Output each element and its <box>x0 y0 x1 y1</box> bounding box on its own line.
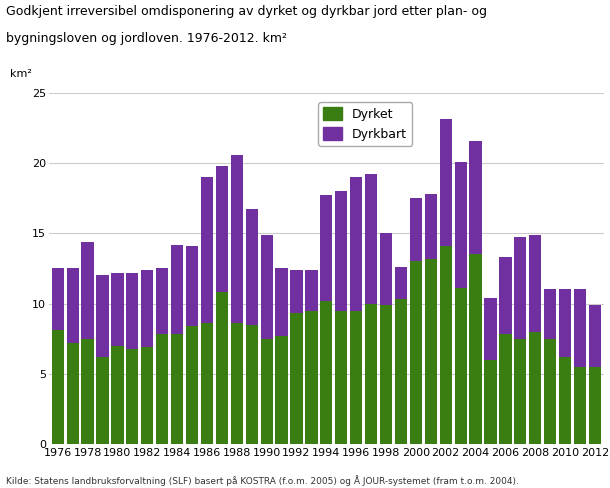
Bar <box>454 162 467 288</box>
Text: km²: km² <box>10 69 32 79</box>
Text: Godkjent irreversibel omdisponering av dyrket og dyrkbar jord etter plan- og: Godkjent irreversibel omdisponering av d… <box>6 5 487 18</box>
Bar <box>66 343 79 444</box>
Bar <box>66 268 79 343</box>
Bar <box>500 257 512 334</box>
Bar <box>440 120 452 246</box>
Bar <box>529 235 542 332</box>
Bar <box>544 289 556 339</box>
Bar <box>500 334 512 444</box>
Bar <box>260 235 273 339</box>
Bar <box>126 273 138 348</box>
Bar <box>231 155 243 323</box>
Bar <box>574 367 586 444</box>
Bar <box>216 292 228 444</box>
Bar <box>246 209 258 325</box>
Bar <box>171 244 183 334</box>
Text: bygningsloven og jordloven. 1976-2012. km²: bygningsloven og jordloven. 1976-2012. k… <box>6 32 287 45</box>
Bar <box>96 357 109 444</box>
Bar <box>380 233 392 305</box>
Text: Kilde: Statens landbruksforvaltning (SLF) basert på KOSTRA (f.o.m. 2005) og Å JO: Kilde: Statens landbruksforvaltning (SLF… <box>6 475 519 486</box>
Bar <box>290 270 303 313</box>
Bar <box>156 268 168 334</box>
Bar <box>454 288 467 444</box>
Bar <box>201 177 213 323</box>
Bar <box>320 195 332 301</box>
Bar <box>380 305 392 444</box>
Bar <box>246 325 258 444</box>
Bar <box>559 357 571 444</box>
Bar <box>544 339 556 444</box>
Bar <box>320 301 332 444</box>
Bar <box>410 198 422 262</box>
Bar <box>335 191 347 310</box>
Bar <box>141 347 153 444</box>
Bar <box>111 346 124 444</box>
Bar <box>484 360 497 444</box>
Bar <box>141 270 153 347</box>
Bar <box>231 323 243 444</box>
Bar <box>440 246 452 444</box>
Bar <box>111 273 124 346</box>
Bar <box>260 339 273 444</box>
Bar <box>52 330 64 444</box>
Bar <box>306 270 318 310</box>
Bar <box>276 336 288 444</box>
Bar <box>82 339 94 444</box>
Bar <box>470 254 482 444</box>
Bar <box>171 334 183 444</box>
Bar <box>186 246 198 326</box>
Bar <box>395 267 407 299</box>
Bar <box>290 313 303 444</box>
Bar <box>410 262 422 444</box>
Bar <box>589 367 601 444</box>
Bar <box>126 348 138 444</box>
Bar <box>306 310 318 444</box>
Bar <box>186 326 198 444</box>
Bar <box>559 289 571 357</box>
Bar <box>395 299 407 444</box>
Bar <box>514 339 526 444</box>
Bar <box>82 242 94 339</box>
Bar <box>350 310 362 444</box>
Bar <box>529 332 542 444</box>
Bar <box>216 166 228 292</box>
Bar <box>589 305 601 367</box>
Bar <box>365 174 377 304</box>
Bar <box>470 141 482 254</box>
Bar <box>156 334 168 444</box>
Bar <box>335 310 347 444</box>
Bar <box>514 238 526 339</box>
Bar <box>484 298 497 360</box>
Bar <box>425 194 437 259</box>
Bar <box>425 259 437 444</box>
Bar <box>201 323 213 444</box>
Bar <box>365 304 377 444</box>
Bar <box>350 177 362 310</box>
Legend: Dyrket, Dyrkbart: Dyrket, Dyrkbart <box>318 102 412 146</box>
Bar <box>276 268 288 336</box>
Bar <box>52 268 64 330</box>
Bar <box>96 275 109 357</box>
Bar <box>574 289 586 367</box>
